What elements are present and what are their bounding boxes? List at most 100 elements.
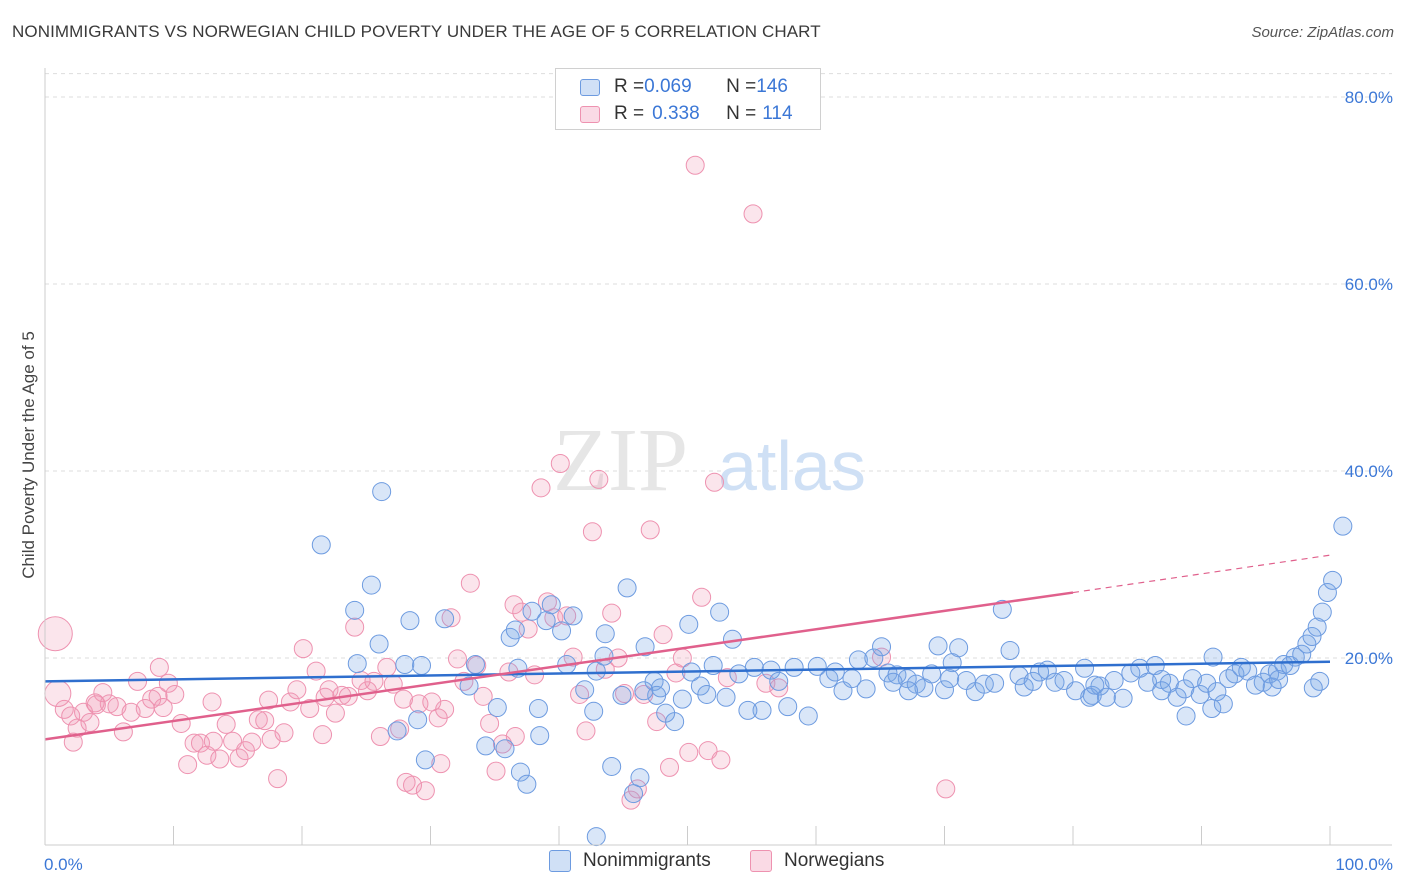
legend-n-label: N = — [726, 76, 757, 97]
norwegians-point — [223, 731, 243, 751]
nonimmigrants-point — [361, 575, 381, 595]
norwegians-point — [107, 697, 127, 717]
norwegians-point — [248, 710, 268, 730]
nonimmigrants-point — [345, 600, 365, 620]
nonimmigrants-point — [595, 624, 615, 644]
nonimmigrants-point — [387, 721, 407, 741]
nonimmigrants-point — [369, 634, 389, 654]
source-credit: Source: ZipAtlas.com — [1251, 24, 1394, 41]
nonimmigrants-point — [1014, 677, 1034, 697]
norwegians-point — [660, 757, 680, 777]
nonimmigrants-point — [400, 611, 420, 631]
nonimmigrants-point — [778, 697, 798, 717]
y-tick-label: 40.0% — [1345, 462, 1393, 481]
norwegians-point — [242, 732, 262, 752]
y-tick-label: 80.0% — [1345, 88, 1393, 107]
nonimmigrants-point — [517, 774, 537, 794]
nonimmigrants-point — [630, 768, 650, 788]
norwegians-point — [679, 742, 699, 762]
nonimmigrants-point — [1030, 662, 1050, 682]
nonimmigrants-point — [435, 609, 455, 629]
norwegians-point — [698, 741, 718, 761]
nonimmigrants-point — [522, 601, 542, 621]
norwegians-point — [306, 661, 326, 681]
nonimmigrants-point — [738, 700, 758, 720]
nonimmigrants-point — [710, 602, 730, 622]
norwegians-point — [128, 671, 148, 691]
nonimmigrants-point — [412, 655, 432, 675]
nonimmigrants-point — [617, 578, 637, 598]
norwegians-point — [717, 668, 737, 688]
nonimmigrants-point — [679, 614, 699, 634]
norwegians-trendline-extension — [1072, 554, 1331, 594]
nonimmigrants-points — [311, 482, 1353, 847]
nonimmigrants-point — [897, 669, 917, 689]
y-axis-label: Child Poverty Under the Age of 5 — [19, 331, 38, 579]
x-tick-label: 0.0% — [44, 855, 83, 874]
nonimmigrants-point — [647, 685, 667, 705]
nonimmigrants-point — [1207, 682, 1227, 702]
norwegians-point — [153, 698, 173, 718]
nonimmigrants-point — [505, 620, 525, 640]
series-label-nonimmigrants: Nonimmigrants — [583, 850, 711, 871]
norwegians-point — [692, 587, 712, 607]
norwegians-point — [390, 719, 410, 739]
norwegians-point — [431, 754, 451, 774]
nonimmigrants-point — [311, 535, 331, 555]
norwegians-point — [582, 522, 602, 542]
nonimmigrants-point — [985, 673, 1005, 693]
norwegians-point — [121, 702, 141, 722]
legend-r-label: R = — [614, 76, 645, 97]
series-legend-norwegians: Norwegians — [750, 850, 884, 872]
norwegians-point — [300, 698, 320, 718]
chart-title: NONIMMIGRANTS VS NORWEGIAN CHILD POVERTY… — [12, 22, 821, 41]
norwegians-point — [743, 204, 763, 224]
norwegians-point — [325, 703, 345, 723]
nonimmigrants-point — [584, 701, 604, 721]
norwegians-trendline — [44, 591, 1074, 741]
nonimmigrants-point — [798, 706, 818, 726]
legend-r-value: 0.069 — [644, 76, 692, 97]
norwegians-point — [293, 639, 313, 659]
nonimmigrants-point — [575, 680, 595, 700]
norwegians-point — [259, 690, 279, 710]
nonimmigrants-point — [716, 687, 736, 707]
norwegians-point — [512, 602, 532, 622]
series-legend-nonimmigrants: Nonimmigrants — [549, 850, 711, 872]
nonimmigrants-point — [672, 689, 692, 709]
series-legend: Nonimmigrants Norwegians — [0, 850, 1406, 876]
norwegians-point — [704, 472, 724, 492]
nonimmigrants-point — [495, 739, 515, 759]
nonimmigrants-point — [656, 703, 676, 723]
norwegians-point — [640, 520, 660, 540]
nonimmigrants-point — [586, 661, 606, 681]
nonimmigrants-point — [807, 656, 827, 676]
norwegians-point — [415, 781, 435, 801]
nonimmigrants-point — [1085, 675, 1105, 695]
nonimmigrants-point — [1307, 617, 1327, 637]
nonimmigrants-point — [1333, 516, 1353, 536]
legend-row-nonimmigrants: R = 0.069 N = 146 — [580, 75, 788, 99]
nonimmigrants-point — [752, 700, 772, 720]
nonimmigrants-point — [1245, 675, 1265, 695]
norwegians-point — [486, 761, 506, 781]
norwegians-point — [171, 713, 191, 733]
norwegians-points — [37, 155, 956, 810]
norwegians-point — [480, 713, 500, 733]
norwegians-point — [148, 686, 168, 706]
nonimmigrants-point — [459, 676, 479, 696]
nonimmigrants-point — [1183, 669, 1203, 689]
norwegians-point — [63, 732, 83, 752]
norwegians-point — [557, 606, 577, 626]
norwegians-point — [615, 684, 635, 704]
nonimmigrants-point — [744, 657, 764, 677]
nonimmigrants-point — [415, 750, 435, 770]
norwegians-point — [504, 595, 524, 615]
nonimmigrants-point — [1213, 694, 1233, 714]
norwegians-point — [184, 733, 204, 753]
nonimmigrants-point — [510, 762, 530, 782]
norwegians-point — [268, 769, 288, 789]
nonimmigrants-point — [1317, 583, 1337, 603]
norwegians-point — [435, 699, 455, 719]
axis-layer: 20.0% 40.0% 60.0% 80.0% 0.0% 100.0% — [44, 68, 1393, 874]
